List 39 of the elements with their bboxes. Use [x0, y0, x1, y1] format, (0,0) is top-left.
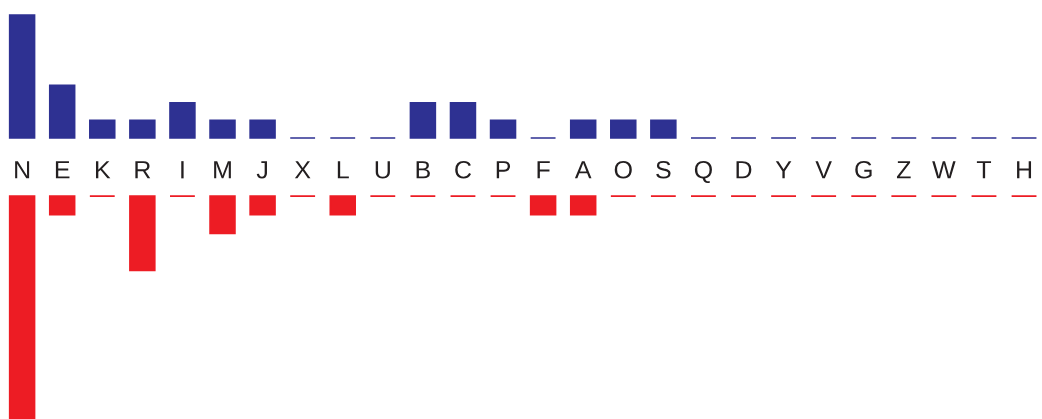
bar [610, 119, 637, 139]
x-tick-label: D [736, 161, 752, 179]
x-tick-label: P [496, 161, 511, 179]
x-tick-label: F [537, 161, 550, 179]
x-tick-label: B [416, 161, 430, 179]
bar [8, 14, 36, 139]
x-tick-label: N [15, 161, 30, 179]
bar [650, 119, 677, 139]
x-tick-label: G [855, 160, 872, 179]
bar [409, 102, 437, 139]
bar [129, 119, 156, 139]
x-tick-label: M [214, 161, 231, 179]
x-tick-label: O [614, 160, 632, 179]
bar [569, 119, 597, 139]
x-tick-label: Z [896, 161, 911, 179]
bar [209, 119, 236, 139]
bar [449, 102, 477, 139]
x-tick-label: W [932, 161, 956, 179]
bar [489, 119, 517, 139]
x-tick-label: Y [775, 161, 792, 179]
x-tick-label: R [135, 161, 151, 179]
x-tick-label: J [256, 161, 267, 179]
x-tick-label: X [294, 161, 311, 179]
bar [169, 102, 196, 139]
x-tick-label: S [656, 160, 671, 179]
x-tick-label: L [337, 161, 349, 179]
x-tick-label: C [455, 160, 472, 179]
x-tick-label: U [375, 161, 390, 179]
bar [89, 119, 116, 139]
x-tick-label: E [55, 161, 70, 179]
x-tick-label: V [815, 161, 832, 179]
bar [48, 84, 76, 139]
x-tick-label: T [976, 161, 992, 179]
x-tick-label: K [95, 161, 111, 179]
x-tick-label: I [181, 161, 184, 179]
bar [249, 119, 276, 139]
x-tick-label: Q [694, 160, 712, 184]
x-tick-label: H [1017, 161, 1032, 179]
x-tick-label: A [574, 161, 592, 179]
